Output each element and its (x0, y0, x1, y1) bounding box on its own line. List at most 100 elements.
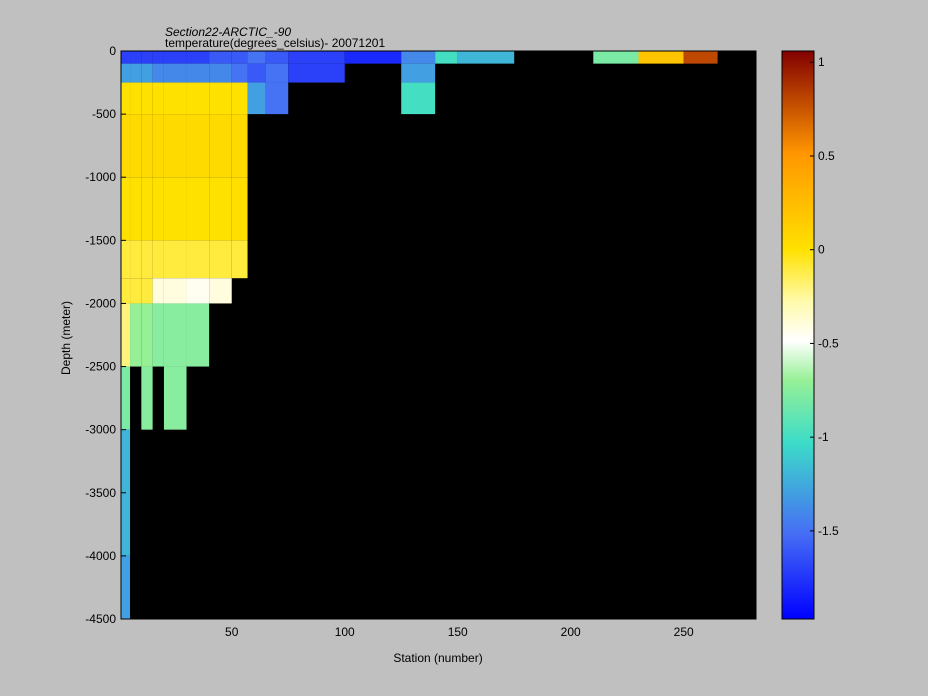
colorbar-tick-label: -1.5 (818, 524, 839, 538)
heatmap-cell (121, 114, 131, 178)
colorbar-tick-label: 1 (818, 55, 825, 69)
y-tick-label: -2000 (85, 296, 116, 310)
heatmap-cell (401, 63, 436, 83)
heatmap-cell (121, 303, 131, 367)
colorbar (781, 50, 815, 620)
heatmap-cell (265, 51, 289, 64)
heatmap-cell (152, 82, 164, 115)
heatmap-cell (121, 82, 131, 115)
heatmap-cell (186, 177, 210, 241)
heatmap-cell (209, 82, 232, 115)
heatmap-cell (152, 240, 164, 279)
colorbar-tick-label: 0 (818, 243, 825, 257)
heatmap-cell (163, 63, 187, 83)
heatmap-cell (130, 114, 142, 178)
x-axis-label: Station (number) (393, 651, 482, 665)
chart-title: Section22-ARCTIC_-90 (165, 25, 291, 39)
heatmap-cell (186, 240, 210, 279)
heatmap-cell (683, 51, 718, 64)
heatmap-cell (247, 82, 266, 115)
heatmap-cell (186, 303, 210, 367)
x-tick-label: 100 (335, 625, 355, 639)
heatmap-cell (231, 114, 248, 178)
heatmap-cell (231, 177, 248, 241)
heatmap-cell (163, 114, 187, 178)
heatmap-cell (231, 63, 248, 83)
heatmap-cell (163, 278, 187, 304)
heatmap-cell (152, 177, 164, 241)
heatmap-cell (152, 303, 164, 367)
y-axis-label: Depth (meter) (59, 301, 73, 375)
heatmap-cell (209, 177, 232, 241)
heatmap-cell (141, 366, 153, 430)
heatmap-cell (152, 63, 164, 83)
colorbar-tick-label: 0.5 (818, 149, 835, 163)
heatmap-cell (121, 63, 131, 83)
x-tick-label: 200 (561, 625, 581, 639)
heatmap-cell (121, 177, 131, 241)
heatmap-cell (130, 240, 142, 279)
heatmap-cell (265, 63, 289, 83)
heatmap-cell (163, 51, 187, 64)
x-tick-label: 150 (448, 625, 468, 639)
heatmap-cell (152, 114, 164, 178)
heatmap-cell (121, 240, 131, 279)
heatmap-cell (141, 51, 153, 64)
heatmap-cell (163, 240, 187, 279)
heatmap-cell (288, 63, 345, 83)
y-tick-label: -1000 (85, 170, 116, 184)
y-tick-label: -4000 (85, 549, 116, 563)
x-tick-label: 50 (225, 625, 239, 639)
heatmap-cell (186, 82, 210, 115)
heatmap-cell (247, 51, 266, 64)
heatmap-cell (121, 366, 131, 430)
heatmap-cell (209, 114, 232, 178)
heatmap-cell (130, 303, 142, 367)
y-tick-label: -2500 (85, 360, 116, 374)
heatmap-cell (152, 278, 164, 304)
heatmap-cell (186, 51, 210, 64)
heatmap-cell (186, 278, 210, 304)
heatmap-cell (401, 82, 436, 115)
heatmap-cell (141, 240, 153, 279)
colorbar-tick-label: -0.5 (818, 336, 839, 350)
heatmap-cell (401, 51, 436, 64)
heatmap-cell (209, 278, 232, 304)
heatmap-cell (344, 51, 402, 64)
heatmap-cell (231, 240, 248, 279)
heatmap-cell (638, 51, 684, 64)
heatmap-cell (141, 63, 153, 83)
heatmap-cell (163, 82, 187, 115)
plot-frame (120, 50, 757, 620)
heatmap-cell (163, 303, 187, 367)
x-tick-label: 250 (674, 625, 694, 639)
heatmap-cell (593, 51, 639, 64)
y-tick-label: -3500 (85, 486, 116, 500)
heatmap-cell (288, 51, 345, 64)
heatmap-cell (121, 51, 131, 64)
heatmap-cell (130, 177, 142, 241)
y-tick-label: -500 (92, 107, 116, 121)
heatmap-cell (435, 51, 458, 64)
heatmap-cell (247, 63, 266, 83)
heatmap-cell (457, 51, 515, 64)
heatmap-cell (186, 63, 210, 83)
heatmap-cell (231, 82, 248, 115)
heatmap-cell (209, 51, 232, 64)
heatmap-cell (163, 366, 187, 430)
heatmap-cell (130, 82, 142, 115)
heatmap-cell (209, 240, 232, 279)
y-tick-label: -4500 (85, 612, 116, 626)
heatmap-cell (141, 114, 153, 178)
heatmap-cell (141, 278, 153, 304)
y-tick-label: 0 (109, 44, 116, 58)
heatmap-cell (209, 63, 232, 83)
heatmap-cell (186, 114, 210, 178)
heatmap-cell (152, 51, 164, 64)
heatmap-cell (163, 177, 187, 241)
heatmap-cell (141, 82, 153, 115)
colorbar-tick-label: -1 (818, 430, 829, 444)
y-tick-label: -1500 (85, 233, 116, 247)
heatmap-cell (265, 82, 289, 115)
